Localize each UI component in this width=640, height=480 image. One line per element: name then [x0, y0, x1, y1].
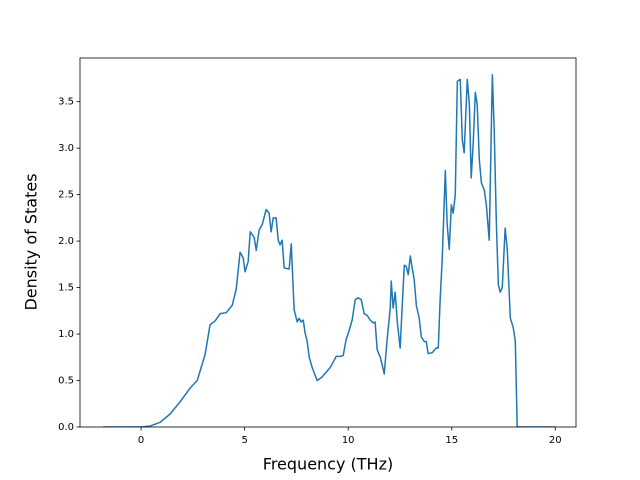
y-axis-label: Density of States	[22, 173, 41, 310]
x-tick-label: 15	[445, 435, 458, 446]
x-axis-label: Frequency (THz)	[263, 455, 393, 474]
y-tick-label: 0.5	[58, 376, 74, 387]
x-tick-label: 5	[241, 435, 247, 446]
plot-frame	[79, 57, 577, 428]
y-tick-label: 0.0	[58, 422, 74, 433]
x-tick-label: 0	[138, 435, 144, 446]
y-tick-label: 2.5	[58, 190, 74, 201]
y-tick-label: 1.5	[58, 283, 74, 294]
y-tick-label: 2.0	[58, 236, 74, 247]
y-tick-label: 3.0	[58, 143, 74, 154]
y-tick-label: 3.5	[58, 97, 74, 108]
data-line	[102, 73, 556, 427]
y-tick-label: 1.0	[58, 329, 74, 340]
x-tick-label: 20	[549, 435, 562, 446]
x-tick-label: 10	[342, 435, 355, 446]
